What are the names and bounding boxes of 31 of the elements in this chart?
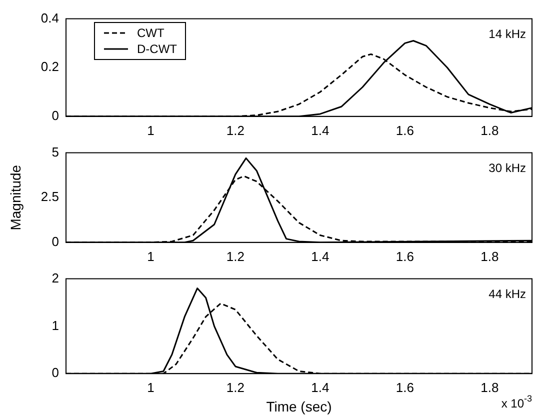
x-tick-label: 1.2 [226,248,244,264]
x-tick-label: 1.2 [226,122,244,138]
x-tick-label: 1 [147,380,154,395]
x-tick-label: 1.2 [226,380,244,395]
y-axis-title: Magnitude [7,164,24,230]
y-tick-label: 1 [52,318,59,333]
x-tick-label: 1.8 [480,380,499,395]
legend-label: CWT [137,25,164,41]
x-tick-label: 1 [147,248,154,264]
y-tick-label: 2 [52,270,59,286]
x-tick-label: 1.8 [480,122,499,138]
x-tick-label: 1.6 [396,122,414,138]
y-tick-label: 0.4 [40,10,59,26]
annotation: 44 kHz [488,287,526,302]
y-tick-label: 5 [52,144,59,160]
x-tick-label: 1.4 [311,380,330,395]
y-tick-label: 0 [52,108,59,123]
x-tick-label: 1.6 [396,248,414,264]
annotation: 30 kHz [488,161,526,176]
x-tick-label: 1 [147,122,154,138]
legend-label: D-CWT [137,41,177,57]
x-tick-label: 1.4 [311,122,330,138]
x-axis-title: Time (sec) [266,398,332,414]
annotation: 14 kHz [488,27,526,42]
x-tick-label: 1.4 [311,248,330,264]
y-tick-label: 2.5 [40,189,59,204]
y-tick-label: 0 [52,365,59,380]
y-tick-label: 0 [52,234,59,249]
x-tick-label: 1.6 [396,380,414,395]
x-tick-label: 1.8 [480,248,499,264]
y-tick-label: 0.2 [40,59,59,74]
